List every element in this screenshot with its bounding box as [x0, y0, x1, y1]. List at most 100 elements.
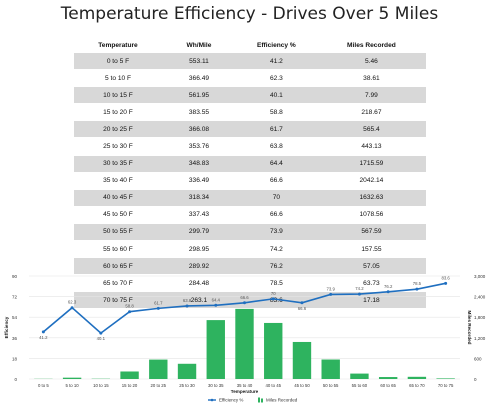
- cell-wh-per-mile: 353.76: [162, 137, 236, 156]
- efficiency-point: [386, 290, 390, 294]
- cell-miles-recorded: 1715.59: [316, 155, 426, 173]
- cell-efficiency: 66.6: [235, 172, 317, 190]
- x-tick-label: 5 to 10: [66, 383, 80, 388]
- bar-miles-recorded: [206, 320, 225, 379]
- cell-efficiency: 58.8: [235, 103, 317, 122]
- x-tick-label: 10 to 15: [93, 383, 109, 388]
- efficiency-data-label: 83.6: [441, 275, 450, 280]
- cell-wh-per-mile: 298.95: [162, 240, 236, 259]
- efficiency-table: Temperature Wh/Mile Efficiency % Miles R…: [74, 37, 426, 310]
- table-row: 40 to 45 F 318.34 70 1632.63: [74, 189, 426, 207]
- efficiency-point: [41, 330, 45, 334]
- cell-wh-per-mile: 366.08: [162, 120, 236, 139]
- efficiency-miles-chart: 0 0 18 600 36 1,200 54 1,800 72 2,400 90 3,000 41.2 6…: [4, 274, 486, 403]
- cell-temperature: 70 to 75 F: [74, 291, 162, 310]
- x-tick-label: 70 to 75: [438, 383, 454, 388]
- y-left-tick-label: 54: [12, 315, 18, 320]
- cell-efficiency: 63.8: [235, 137, 317, 156]
- y-left-tick-label: 18: [12, 356, 18, 361]
- cell-temperature: 55 to 60 F: [74, 240, 162, 259]
- cell-efficiency: 61.7: [235, 120, 317, 139]
- y-right-axis-title: Miles Recorded: [467, 311, 472, 345]
- efficiency-point: [243, 301, 246, 305]
- cell-efficiency: 64.4: [235, 155, 317, 173]
- cell-miles-recorded: 2042.14: [316, 172, 426, 190]
- cell-wh-per-mile: 553.11: [162, 53, 236, 71]
- efficiency-point: [271, 297, 275, 301]
- table-row: 55 to 60 F 298.95 74.2 157.55: [74, 240, 426, 259]
- cell-miles-recorded: 565.4: [316, 120, 426, 139]
- cell-miles-recorded: 38.61: [316, 69, 426, 88]
- bar-miles-recorded: [235, 308, 254, 379]
- cell-efficiency: 76.2: [235, 257, 317, 276]
- y-left-tick-label: 90: [12, 274, 18, 279]
- cell-temperature: 20 to 25 F: [74, 120, 162, 139]
- x-tick-label: 50 to 55: [323, 383, 339, 388]
- x-axis-title: Temperature: [231, 389, 259, 394]
- bar-miles-recorded: [177, 363, 197, 379]
- bar-miles-recorded: [378, 377, 398, 379]
- y-left-tick-label: 36: [12, 336, 18, 341]
- page-title: Temperature Efficiency - Drives Over 5 M…: [60, 4, 439, 24]
- table-row: 45 to 50 F 337.43 66.6 1078.56: [74, 206, 426, 224]
- bar-miles-recorded: [321, 359, 340, 379]
- cell-miles-recorded: 1632.63: [316, 189, 426, 207]
- efficiency-data-label: 58.8: [125, 304, 134, 309]
- table-header-row: Temperature Wh/Mile Efficiency % Miles R…: [74, 37, 426, 53]
- efficiency-point: [329, 292, 333, 296]
- table-row: 60 to 65 F 289.92 76.2 57.05: [74, 257, 426, 276]
- bar-miles-recorded: [292, 341, 312, 379]
- cell-efficiency: 73.9: [235, 223, 317, 242]
- efficiency-point: [70, 306, 74, 310]
- efficiency-data-label: 78.5: [413, 281, 422, 286]
- x-tick-label: 55 to 60: [352, 383, 368, 388]
- cell-wh-per-mile: 337.43: [162, 206, 236, 224]
- table-row: 70 to 75 F 263.1 83.6 17.18: [74, 291, 426, 310]
- table-row: 5 to 10 F 366.49 62.3 38.61: [74, 69, 426, 88]
- efficiency-point: [128, 310, 132, 314]
- cell-temperature: 5 to 10 F: [74, 69, 162, 88]
- x-tick-label: 20 to 25: [151, 383, 167, 388]
- efficiency-data-label: 64.4: [212, 297, 221, 302]
- cell-temperature: 25 to 30 F: [74, 137, 162, 156]
- table-row: 10 to 15 F 561.95 40.1 7.99: [74, 86, 426, 105]
- efficiency-data-label: 41.2: [39, 335, 48, 340]
- efficiency-data-label: 76.2: [384, 284, 393, 289]
- x-tick-label: 25 to 30: [179, 383, 195, 388]
- efficiency-data-label: 61.7: [154, 300, 163, 305]
- efficiency-point: [99, 331, 103, 335]
- cell-temperature: 50 to 55 F: [74, 223, 162, 242]
- y-right-tick-label: 3,000: [474, 274, 486, 279]
- x-tick-label: 65 to 70: [409, 383, 425, 388]
- cell-miles-recorded: 218.67: [316, 103, 426, 122]
- table-row: 0 to 5 F 553.11 41.2 5.46: [74, 53, 426, 71]
- table-body: 0 to 5 F 553.11 41.2 5.46 5 to 10 F 366.49 62.…: [74, 53, 426, 310]
- x-tick-label: 0 to 5: [38, 383, 49, 388]
- header-wh-per-mile: Wh/Mile: [186, 41, 212, 49]
- cell-efficiency: 78.5: [235, 274, 317, 293]
- table-row: 50 to 55 F 299.79 73.9 567.59: [74, 223, 426, 242]
- cell-wh-per-mile: 561.95: [162, 86, 236, 105]
- table-row: 20 to 25 F 366.08 61.7 565.4: [74, 120, 426, 139]
- legend-bar-icon: [258, 397, 260, 403]
- cell-wh-per-mile: 383.55: [162, 103, 236, 122]
- bar-miles-recorded: [264, 322, 283, 379]
- efficiency-point: [415, 287, 419, 291]
- cell-efficiency: 40.1: [235, 86, 317, 105]
- cell-wh-per-mile: 348.83: [162, 155, 236, 173]
- cell-temperature: 45 to 50 F: [74, 206, 162, 224]
- cell-temperature: 0 to 5 F: [74, 53, 162, 71]
- header-efficiency: Efficiency %: [256, 41, 296, 49]
- legend-bar-icon: [261, 398, 263, 403]
- efficiency-data-label: 63.8: [183, 298, 192, 303]
- cell-wh-per-mile: 336.49: [162, 172, 236, 190]
- legend-miles-recorded: Miles Recorded: [266, 398, 298, 403]
- efficiency-point: [185, 304, 189, 308]
- cell-efficiency: 41.2: [235, 53, 317, 71]
- table-row: 30 to 35 F 348.83 64.4 1715.59: [74, 155, 426, 173]
- efficiency-point: [444, 281, 448, 285]
- bar-miles-recorded: [350, 373, 369, 379]
- cell-efficiency: 62.3: [235, 69, 317, 88]
- cell-temperature: 10 to 15 F: [74, 86, 162, 105]
- cell-miles-recorded: 17.18: [316, 291, 426, 310]
